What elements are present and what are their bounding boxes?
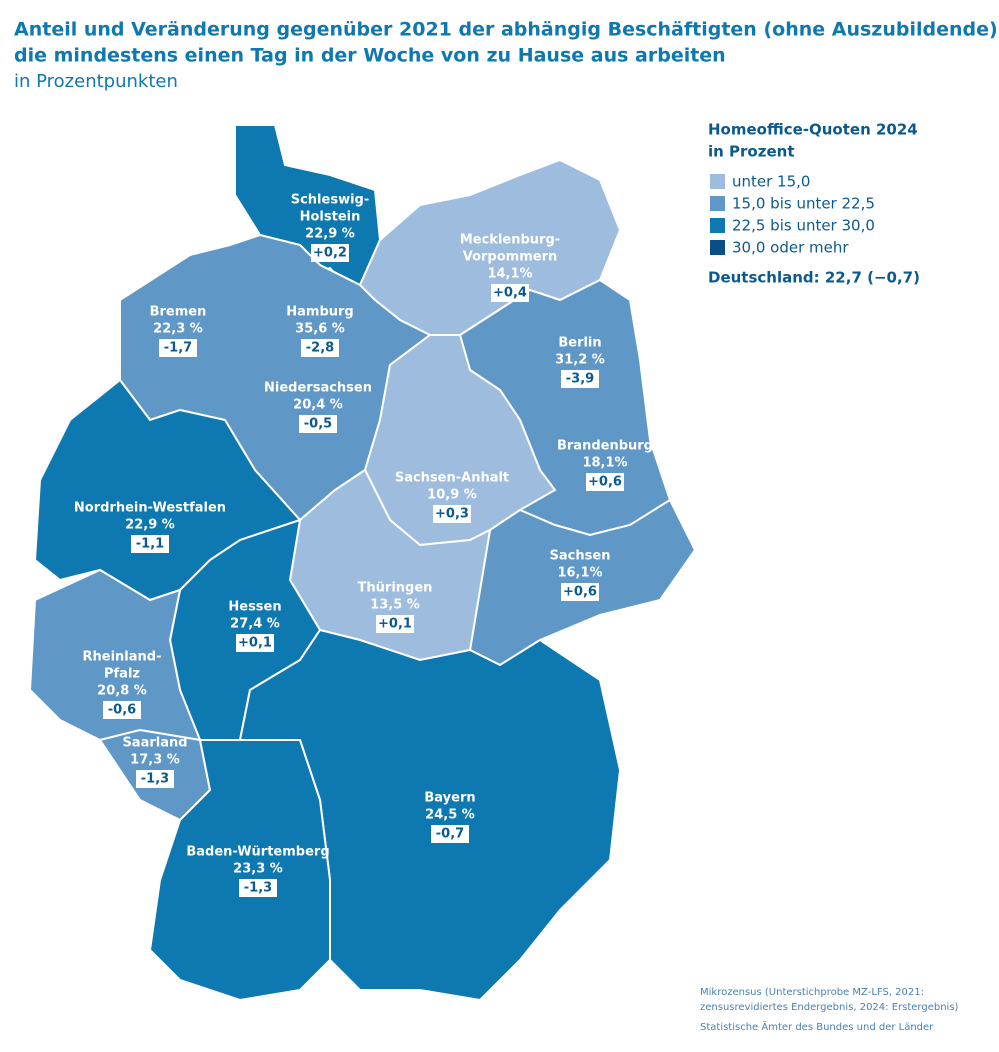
region-quote: 35,6 %	[295, 322, 345, 337]
region-quote: 10,9 %	[427, 488, 477, 503]
legend-label: unter 15,0	[732, 173, 810, 191]
region-quote: 22,9 %	[125, 518, 175, 533]
legend-total: Deutschland: 22,7 (−0,7)	[708, 269, 920, 287]
change-box	[131, 535, 169, 553]
region-quote: 23,3 %	[233, 862, 283, 877]
region-quote: 16,1%	[557, 566, 602, 581]
region-name: Rheinland-	[83, 650, 162, 665]
change-box	[376, 615, 414, 633]
change-box	[236, 634, 274, 652]
region-name: Schleswig-	[291, 193, 370, 208]
change-box	[136, 770, 174, 788]
region-change: -1,7	[164, 341, 192, 356]
region-name: Thüringen	[358, 581, 433, 596]
legend-label: 22,5 bis unter 30,0	[732, 217, 875, 235]
change-box	[561, 583, 599, 601]
change-box	[586, 473, 624, 491]
region-change: +0,2	[313, 246, 347, 261]
source: Statistische Ämter des Bundes und der Lä…	[700, 1020, 934, 1033]
region-change: +0,1	[378, 617, 412, 632]
legend-label: 30,0 oder mehr	[732, 239, 849, 257]
region-change: +0,4	[493, 286, 527, 301]
change-box	[311, 244, 349, 262]
change-box	[561, 370, 599, 388]
change-box	[159, 339, 197, 357]
region-change: -1,1	[136, 537, 164, 552]
region-change: -1,3	[141, 772, 169, 787]
legend-swatch	[710, 218, 725, 233]
region-change: +0,3	[435, 507, 469, 522]
region-name: Hamburg	[286, 305, 353, 320]
region-name: Holstein	[300, 210, 361, 225]
region-change: -2,8	[306, 341, 334, 356]
region-name: Mecklenburg-	[460, 233, 560, 248]
region-name: Hessen	[228, 600, 281, 615]
region-quote: 20,4 %	[293, 398, 343, 413]
change-box	[301, 339, 339, 357]
change-box	[431, 825, 469, 843]
region-quote: 20,8 %	[97, 684, 147, 699]
region-name: Brandenburg	[557, 439, 653, 454]
region-change: -0,7	[436, 827, 464, 842]
region-quote: 27,4 %	[230, 617, 280, 632]
region-name: Sachsen	[550, 549, 611, 564]
region-quote: 13,5 %	[370, 598, 420, 613]
legend-title: Homeoffice-Quoten 2024	[708, 121, 918, 139]
region-name: Saarland	[122, 736, 187, 751]
region-change: -3,9	[566, 372, 594, 387]
change-box	[491, 284, 529, 302]
region-change: +0,6	[563, 585, 597, 600]
region-name: Nordrhein-Westfalen	[74, 501, 226, 516]
legend-swatch	[710, 174, 725, 189]
region-quote: 22,9 %	[305, 227, 355, 242]
change-box	[299, 415, 337, 433]
region-quote: 18,1%	[582, 456, 627, 471]
region-quote: 17,3 %	[130, 753, 180, 768]
region-name: Bremen	[150, 305, 207, 320]
region-quote: 14,1%	[487, 267, 532, 282]
region-name: Pfalz	[104, 667, 140, 682]
region-quote: 31,2 %	[555, 353, 605, 368]
region-name: Vorpommern	[463, 250, 558, 265]
source: zensusrevidiertes Endergebnis, 2024: Ers…	[700, 1002, 959, 1013]
region-change: -0,5	[304, 417, 332, 432]
region-change: -1,3	[244, 881, 272, 896]
change-box	[239, 879, 277, 897]
region-name: Berlin	[558, 336, 601, 351]
region-name: Sachsen-Anhalt	[395, 471, 509, 486]
region-change: -0,6	[108, 703, 136, 718]
region-change: +0,1	[238, 636, 272, 651]
region-name: Niedersachsen	[264, 381, 372, 396]
title: Anteil und Veränderung gegenüber 2021 de…	[14, 19, 999, 41]
title: die mindestens einen Tag in der Woche vo…	[14, 45, 726, 67]
change-box	[433, 505, 471, 523]
region-name: Baden-Würtemberg	[186, 845, 329, 860]
region-name: Bayern	[424, 791, 475, 806]
legend-swatch	[710, 240, 725, 255]
change-box	[103, 701, 141, 719]
legend-title: in Prozent	[708, 143, 795, 161]
region	[28, 568, 202, 742]
region-quote: 24,5 %	[425, 808, 475, 823]
legend-label: 15,0 bis unter 22,5	[732, 195, 875, 213]
region-quote: 22,3 %	[153, 322, 203, 337]
subtitle: in Prozentpunkten	[14, 71, 178, 92]
region	[148, 739, 331, 1002]
source: Mikrozensus (Unterstichprobe MZ-LFS, 202…	[700, 987, 924, 998]
legend-swatch	[710, 196, 725, 211]
region-change: +0,6	[588, 475, 622, 490]
